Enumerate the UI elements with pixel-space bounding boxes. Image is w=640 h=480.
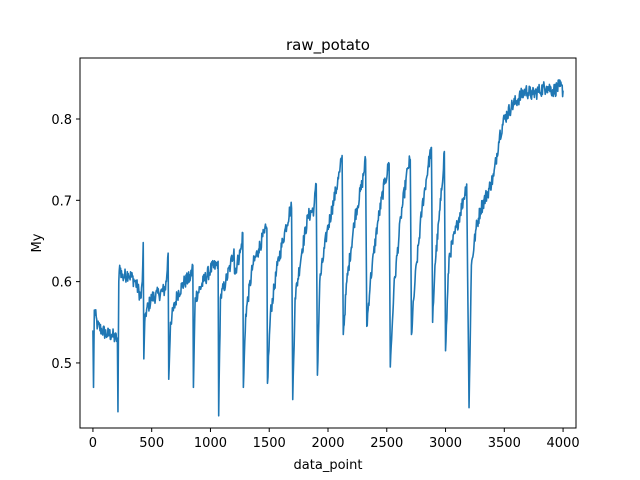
y-axis-ticks: 0.5 0.6 0.7 0.8 (51, 113, 80, 372)
series-line-0 (92, 79, 564, 417)
x-tick-label: 1500 (253, 436, 286, 451)
x-tick-label: 2500 (370, 436, 403, 451)
x-tick-label: 2000 (311, 436, 344, 451)
x-tick-label: 3000 (429, 436, 462, 451)
plot-layer (92, 79, 564, 417)
x-axis-ticks: 0 500 1000 1500 2000 2500 3000 3500 4000 (89, 428, 580, 451)
y-axis-label: My (30, 233, 45, 252)
x-tick-label: 3500 (488, 436, 521, 451)
x-tick-label: 500 (139, 436, 164, 451)
x-tick-label: 1000 (194, 436, 227, 451)
chart-title: raw_potato (286, 36, 370, 55)
y-tick-label: 0.7 (51, 194, 72, 209)
y-tick-label: 0.5 (51, 357, 72, 372)
x-tick-label: 0 (89, 436, 97, 451)
y-tick-label: 0.8 (51, 113, 72, 128)
x-tick-label: 4000 (547, 436, 580, 451)
y-tick-label: 0.6 (51, 276, 72, 291)
x-axis-label: data_point (294, 458, 363, 473)
